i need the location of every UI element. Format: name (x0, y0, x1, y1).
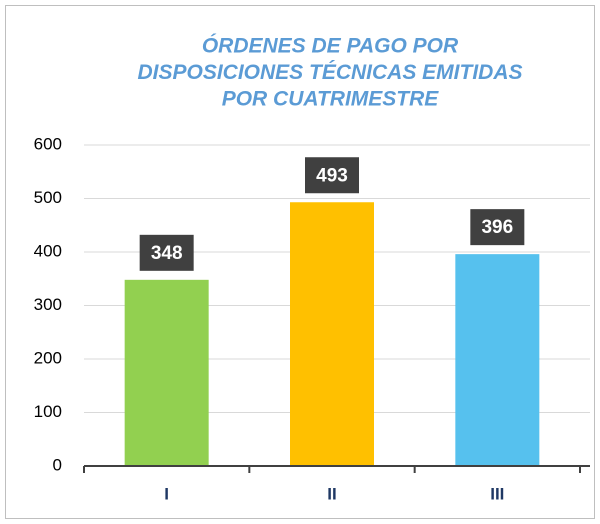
bar (455, 254, 540, 466)
y-tick-label: 300 (34, 295, 62, 314)
y-tick-label: 100 (34, 402, 62, 421)
y-tick-label: 500 (34, 188, 62, 207)
chart-title: ÓRDENES DE PAGO POR (202, 34, 459, 58)
bar (124, 279, 209, 466)
chart-title: POR CUATRIMESTRE (222, 88, 440, 111)
x-tick-label: II (327, 484, 336, 503)
y-tick-label: 400 (34, 241, 62, 260)
chart-title: DISPOSICIONES TÉCNICAS EMITIDAS (137, 61, 522, 84)
value-label-box (470, 209, 525, 246)
bar (290, 202, 374, 466)
y-tick-label: 600 (34, 134, 62, 153)
value-label: 396 (481, 217, 513, 238)
value-label: 348 (151, 243, 183, 264)
value-label-box (305, 157, 359, 194)
value-label-box (139, 234, 194, 271)
y-tick-label: 0 (53, 455, 62, 474)
value-label: 493 (316, 165, 348, 186)
x-tick-label: I (164, 484, 169, 503)
x-tick-label: III (490, 484, 504, 503)
y-tick-label: 200 (34, 348, 62, 367)
